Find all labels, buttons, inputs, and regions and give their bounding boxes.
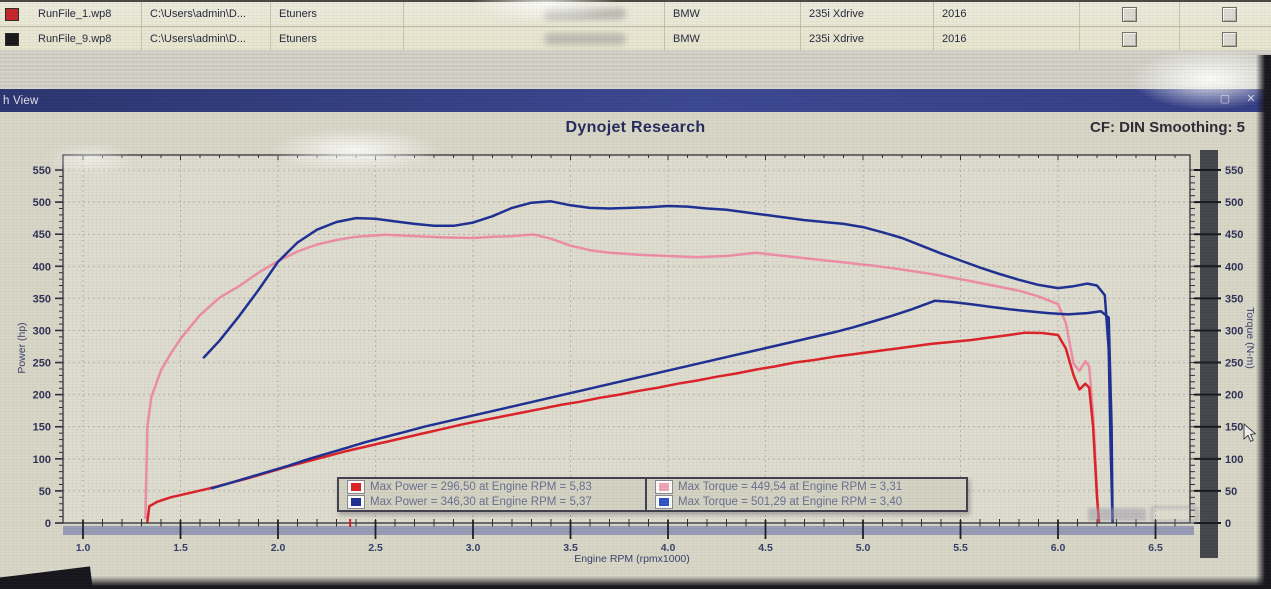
legend-label: Max Power = 296,50 at Engine RPM = 5,83 (370, 480, 592, 493)
background-strip (0, 50, 1271, 92)
runfile-model: 235i Xdrive (801, 27, 934, 51)
svg-text:400: 400 (1225, 261, 1243, 273)
page-title: Dynojet Research (565, 119, 706, 136)
runfile-tuner: Etuners (271, 2, 404, 26)
runfile-option-cell (1080, 2, 1180, 26)
legend-label: Max Power = 346,30 at Engine RPM = 5,37 (370, 496, 592, 509)
runfile-icon-cell (0, 2, 30, 26)
runfile-option-cell (1180, 2, 1271, 26)
torque-tuned-swatch-icon (659, 498, 669, 507)
checkbox[interactable] (1222, 31, 1237, 47)
svg-text:Engine RPM (rpmx1000): Engine RPM (rpmx1000) (574, 553, 690, 565)
legend-item: Max Power = 296,50 at Engine RPM = 5,83 (339, 479, 647, 495)
graph-window-header: Dynojet Research CF: DIN Smoothing: 5 (0, 112, 1271, 146)
svg-text:3.0: 3.0 (466, 542, 481, 554)
svg-text:150: 150 (1225, 422, 1243, 434)
svg-text:500: 500 (1225, 197, 1243, 209)
runfile-year: 2016 (934, 2, 1080, 26)
svg-text:0: 0 (1225, 518, 1231, 530)
svg-text:4.0: 4.0 (661, 542, 676, 554)
power-tuned-swatch-icon (351, 498, 361, 507)
svg-text:0: 0 (45, 518, 51, 530)
svg-text:350: 350 (33, 293, 51, 305)
runfile-year: 2016 (934, 27, 1080, 51)
legend-item: Max Torque = 449,54 at Engine RPM = 3,31 (647, 479, 966, 495)
svg-text:250: 250 (1225, 358, 1243, 370)
smoothing-setting: CF: DIN Smoothing: 5 (1090, 119, 1245, 136)
svg-text:6.5: 6.5 (1148, 542, 1163, 554)
legend-swatch-box (655, 479, 673, 494)
runfile-name: RunFile_1.wp8 (30, 2, 142, 26)
runfile-path: C:\Users\admin\D... (142, 27, 271, 51)
svg-text:300: 300 (1225, 325, 1243, 337)
redacted-blur (544, 8, 626, 20)
window-title: h View (3, 94, 39, 107)
dyno-chart[interactable]: 0 50 100 150 200 250 300 350 400 450 500 550 0 50 100 1… (0, 112, 1271, 589)
table-row[interactable]: RunFile_9.wp8 C:\Users\admin\D... Etuner… (0, 27, 1271, 52)
legend-label: Max Torque = 501,29 at Engine RPM = 3,40 (678, 496, 903, 509)
svg-text:450: 450 (33, 229, 51, 241)
maximize-button[interactable]: ▢ (1219, 93, 1231, 105)
legend-swatch-box (347, 479, 365, 494)
power-stock-swatch-icon (351, 482, 361, 491)
svg-text:4.5: 4.5 (758, 542, 773, 554)
svg-text:1.0: 1.0 (76, 542, 91, 554)
svg-text:350: 350 (1225, 293, 1243, 305)
svg-text:400: 400 (33, 261, 51, 273)
checkbox[interactable] (1122, 6, 1137, 22)
svg-text:450: 450 (1225, 229, 1243, 241)
runfile-table: RunFile_1.wp8 C:\Users\admin\D... Etuner… (0, 0, 1271, 55)
checkbox[interactable] (1222, 6, 1237, 22)
runfile-path: C:\Users\admin\D... (142, 2, 271, 26)
runfile-color-icon (5, 7, 19, 21)
runfile-icon-cell (0, 27, 30, 51)
runfile-tuner: Etuners (271, 27, 404, 51)
svg-text:250: 250 (33, 358, 51, 370)
dyno-chart-canvas[interactable]: 0 50 100 150 200 250 300 350 400 450 500 550 0 50 100 1… (0, 112, 1271, 589)
runfile-option-cell (1180, 27, 1271, 51)
runfile-model: 235i Xdrive (801, 2, 934, 26)
svg-text:550: 550 (33, 165, 51, 177)
legend-item: Max Power = 346,30 at Engine RPM = 5,37 (339, 494, 647, 510)
svg-text:2.0: 2.0 (271, 542, 286, 554)
legend-swatch-box (347, 495, 365, 510)
svg-text:6.0: 6.0 (1051, 542, 1066, 554)
runfile-blurred-field (404, 2, 665, 26)
runfile-option-cell (1080, 27, 1180, 51)
svg-text:50: 50 (1225, 486, 1237, 498)
svg-text:5.5: 5.5 (953, 542, 968, 554)
legend-item: Max Torque = 501,29 at Engine RPM = 3,40 (647, 495, 966, 511)
runfile-blurred-field (404, 27, 665, 51)
table-row[interactable]: RunFile_1.wp8 C:\Users\admin\D... Etuner… (0, 2, 1271, 27)
svg-text:200: 200 (33, 390, 51, 402)
svg-text:Power (hp): Power (hp) (16, 322, 28, 373)
svg-text:200: 200 (1225, 390, 1243, 402)
svg-text:1.5: 1.5 (173, 542, 188, 554)
runfile-make: BMW (665, 2, 801, 26)
svg-text:550: 550 (1225, 165, 1243, 177)
graph-window-titlebar: h View ▢ ✕ (0, 89, 1271, 112)
runfile-make: BMW (665, 27, 801, 51)
svg-text:100: 100 (1225, 454, 1243, 466)
svg-text:5.0: 5.0 (856, 542, 871, 554)
legend-label: Max Torque = 449,54 at Engine RPM = 3,31 (678, 480, 903, 493)
checkbox[interactable] (1122, 31, 1137, 47)
svg-text:2.5: 2.5 (368, 542, 383, 554)
photo-edge (1256, 55, 1271, 589)
runfile-color-icon (5, 32, 19, 46)
svg-text:300: 300 (33, 325, 51, 337)
svg-text:150: 150 (33, 422, 51, 434)
svg-text:100: 100 (33, 454, 51, 466)
torque-stock-swatch-icon (659, 482, 669, 491)
photo-edge (0, 576, 1271, 589)
runfile-name: RunFile_9.wp8 (30, 27, 142, 51)
legend-swatch-box (655, 495, 673, 510)
redacted-blur (544, 33, 626, 45)
svg-text:50: 50 (39, 486, 51, 498)
legend: Max Power = 296,50 at Engine RPM = 5,83 … (337, 477, 968, 512)
svg-text:500: 500 (33, 197, 51, 209)
svg-text:Torque (N-m): Torque (N-m) (1244, 307, 1256, 369)
svg-text:3.5: 3.5 (563, 542, 578, 554)
